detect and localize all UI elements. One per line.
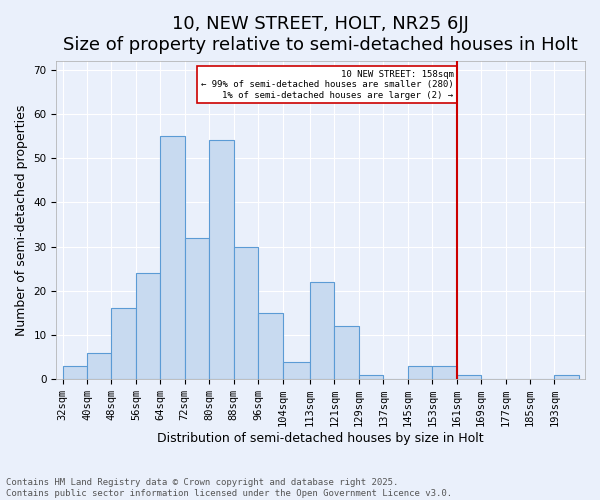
Text: 10 NEW STREET: 158sqm
← 99% of semi-detached houses are smaller (280)
1% of semi: 10 NEW STREET: 158sqm ← 99% of semi-deta… [201, 70, 454, 100]
Bar [258, 313, 283, 379]
Bar [457, 375, 481, 379]
Bar [87, 352, 112, 379]
Bar [62, 366, 87, 379]
Bar [408, 366, 432, 379]
Bar [233, 246, 258, 379]
Bar [432, 366, 457, 379]
Bar [334, 326, 359, 379]
Bar [160, 136, 185, 379]
X-axis label: Distribution of semi-detached houses by size in Holt: Distribution of semi-detached houses by … [157, 432, 484, 445]
Bar [359, 375, 383, 379]
Bar [283, 362, 310, 379]
Bar [310, 282, 334, 379]
Bar [554, 375, 579, 379]
Title: 10, NEW STREET, HOLT, NR25 6JJ
Size of property relative to semi-detached houses: 10, NEW STREET, HOLT, NR25 6JJ Size of p… [64, 15, 578, 54]
Bar [185, 238, 209, 379]
Bar [209, 140, 233, 379]
Y-axis label: Number of semi-detached properties: Number of semi-detached properties [15, 104, 28, 336]
Bar [136, 273, 160, 379]
Text: Contains HM Land Registry data © Crown copyright and database right 2025.
Contai: Contains HM Land Registry data © Crown c… [6, 478, 452, 498]
Bar [112, 308, 136, 379]
